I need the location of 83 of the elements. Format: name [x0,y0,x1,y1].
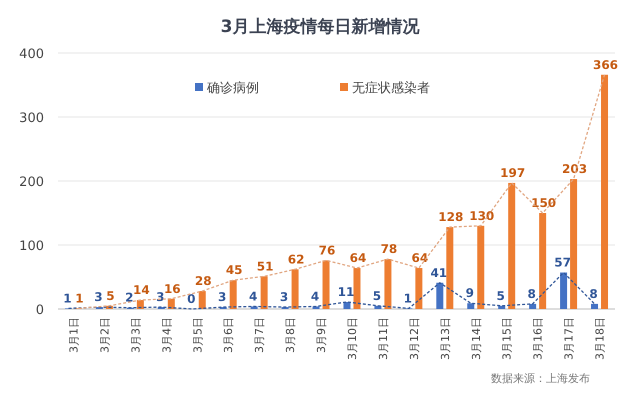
y-tick-label: 100 [19,239,44,254]
bar [436,282,444,309]
data-label: 8 [527,286,536,301]
data-label: 64 [412,251,428,266]
x-tick-label: 3月18日 [594,317,607,360]
data-label: 8 [589,286,598,301]
data-label: 3 [156,290,164,304]
data-label: 2 [125,290,134,305]
data-label: 128 [438,210,464,224]
legend-label: 无症状感染者 [352,81,430,96]
x-tick-label: 3月10日 [346,317,359,360]
data-label: 41 [430,266,448,280]
x-tick-label: 3月9日 [315,317,328,353]
data-label: 130 [469,208,494,223]
source-note: 数据来源：上海发布 [491,372,590,385]
data-label: 5 [106,288,115,303]
chart-title: 3月上海疫情每日新增情况 [220,17,420,37]
bar [508,182,516,309]
data-label: 1 [75,291,84,306]
data-label: 3 [94,290,103,304]
x-tick-label: 3月2日 [98,317,112,353]
data-label: 5 [372,288,382,303]
x-tick-label: 3月14日 [470,317,483,360]
bar [230,280,237,309]
data-label: 0 [187,292,196,306]
data-label: 4 [310,289,320,304]
x-tick-label: 3月7日 [253,317,266,353]
bar [322,260,330,309]
data-label: 366 [592,58,618,72]
data-label: 3 [280,290,288,304]
data-label: 1 [404,291,412,306]
data-label: 5 [496,288,505,303]
bar [591,304,598,309]
y-tick-label: 200 [19,175,44,190]
data-label: 150 [531,196,556,210]
data-label: 57 [554,256,571,270]
y-tick-label: 400 [19,47,44,62]
data-label: 14 [133,283,150,298]
line-series [78,74,606,310]
y-tick-label: 0 [36,303,44,318]
x-tick-label: 3月5日 [191,317,204,353]
x-tick-label: 3月17日 [562,317,576,360]
x-tick-label: 3月16日 [532,317,545,360]
bar [477,226,484,309]
x-tick-label: 3月11日 [376,317,390,360]
bar [601,74,608,309]
y-tick-label: 300 [19,111,44,126]
data-label: 3 [218,290,226,304]
bar [560,272,568,309]
data-label: 197 [500,166,526,180]
x-tick-label: 3月4日 [160,317,174,353]
data-label: 64 [350,251,366,266]
x-tick-label: 3月6日 [222,317,236,353]
legend-label: 确诊病例 [206,81,259,96]
data-label: 11 [338,284,354,299]
data-label: 1 [63,291,72,306]
data-label: 45 [226,263,243,278]
data-label: 9 [466,286,474,300]
bar [384,259,392,309]
data-label: 62 [288,252,304,266]
data-label: 4 [248,289,258,304]
x-tick-label: 3月13日 [438,317,452,360]
x-tick-label: 3月3日 [129,317,142,353]
bar [353,268,360,309]
data-label: 76 [318,243,336,258]
bar [198,291,206,309]
bar [529,304,536,309]
data-label: 78 [380,242,398,256]
bar [260,276,268,309]
bar [539,213,546,309]
bar [415,268,422,309]
bar [570,179,578,309]
data-label: 203 [562,162,588,176]
x-tick-label: 3月12日 [408,317,421,360]
x-tick-label: 3月15日 [500,317,514,360]
x-tick-label: 3月1日 [67,317,80,353]
bar [446,227,454,309]
data-label: 28 [194,274,212,288]
x-tick-label: 3月8日 [284,317,298,353]
data-label: 16 [164,282,181,296]
bar [292,269,299,309]
bar [467,303,474,309]
data-label: 51 [256,259,274,274]
